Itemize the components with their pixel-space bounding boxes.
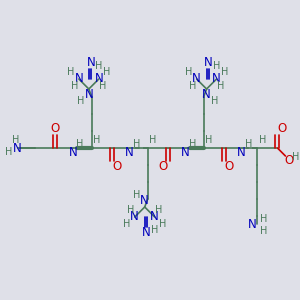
Text: H: H <box>185 67 192 77</box>
Text: O: O <box>112 160 122 173</box>
Text: O: O <box>50 122 59 136</box>
Text: N: N <box>142 226 151 239</box>
Text: N: N <box>85 88 93 101</box>
Text: H: H <box>260 226 267 236</box>
Text: H: H <box>71 81 79 91</box>
Text: H: H <box>149 135 156 145</box>
Text: H: H <box>155 205 162 215</box>
Text: H: H <box>99 81 106 91</box>
Text: H: H <box>159 219 166 229</box>
Text: H: H <box>189 81 196 91</box>
Text: N: N <box>86 56 95 70</box>
Text: N: N <box>68 146 77 160</box>
Text: N: N <box>204 56 213 70</box>
Text: H: H <box>245 139 252 149</box>
Text: O: O <box>285 154 294 166</box>
Text: N: N <box>150 211 159 224</box>
Text: H: H <box>67 67 74 77</box>
Text: H: H <box>217 81 224 91</box>
Text: N: N <box>74 73 83 85</box>
Text: H: H <box>189 139 196 149</box>
Text: N: N <box>248 218 257 232</box>
Text: H: H <box>213 61 220 71</box>
Text: H: H <box>123 219 130 229</box>
Text: H: H <box>211 96 218 106</box>
Text: H: H <box>95 61 103 71</box>
Text: N: N <box>237 146 246 160</box>
Text: H: H <box>5 147 13 157</box>
Text: O: O <box>278 122 287 136</box>
Text: H: H <box>12 135 20 145</box>
Text: H: H <box>133 139 140 149</box>
Text: N: N <box>13 142 21 155</box>
Text: H: H <box>292 152 299 162</box>
Text: H: H <box>76 139 83 149</box>
Text: N: N <box>94 73 103 85</box>
Text: N: N <box>192 73 201 85</box>
Text: H: H <box>205 135 212 145</box>
Text: H: H <box>259 135 266 145</box>
Text: H: H <box>103 67 110 77</box>
Text: N: N <box>130 211 139 224</box>
Text: H: H <box>221 67 228 77</box>
Text: H: H <box>127 205 134 215</box>
Text: N: N <box>202 88 211 101</box>
Text: H: H <box>93 135 100 145</box>
Text: N: N <box>125 146 134 160</box>
Text: N: N <box>212 73 221 85</box>
Text: N: N <box>140 194 149 208</box>
Text: H: H <box>133 190 140 200</box>
Text: O: O <box>158 160 167 173</box>
Text: H: H <box>260 214 267 224</box>
Text: N: N <box>181 146 190 160</box>
Text: H: H <box>77 96 85 106</box>
Text: H: H <box>151 225 158 235</box>
Text: O: O <box>224 160 233 173</box>
